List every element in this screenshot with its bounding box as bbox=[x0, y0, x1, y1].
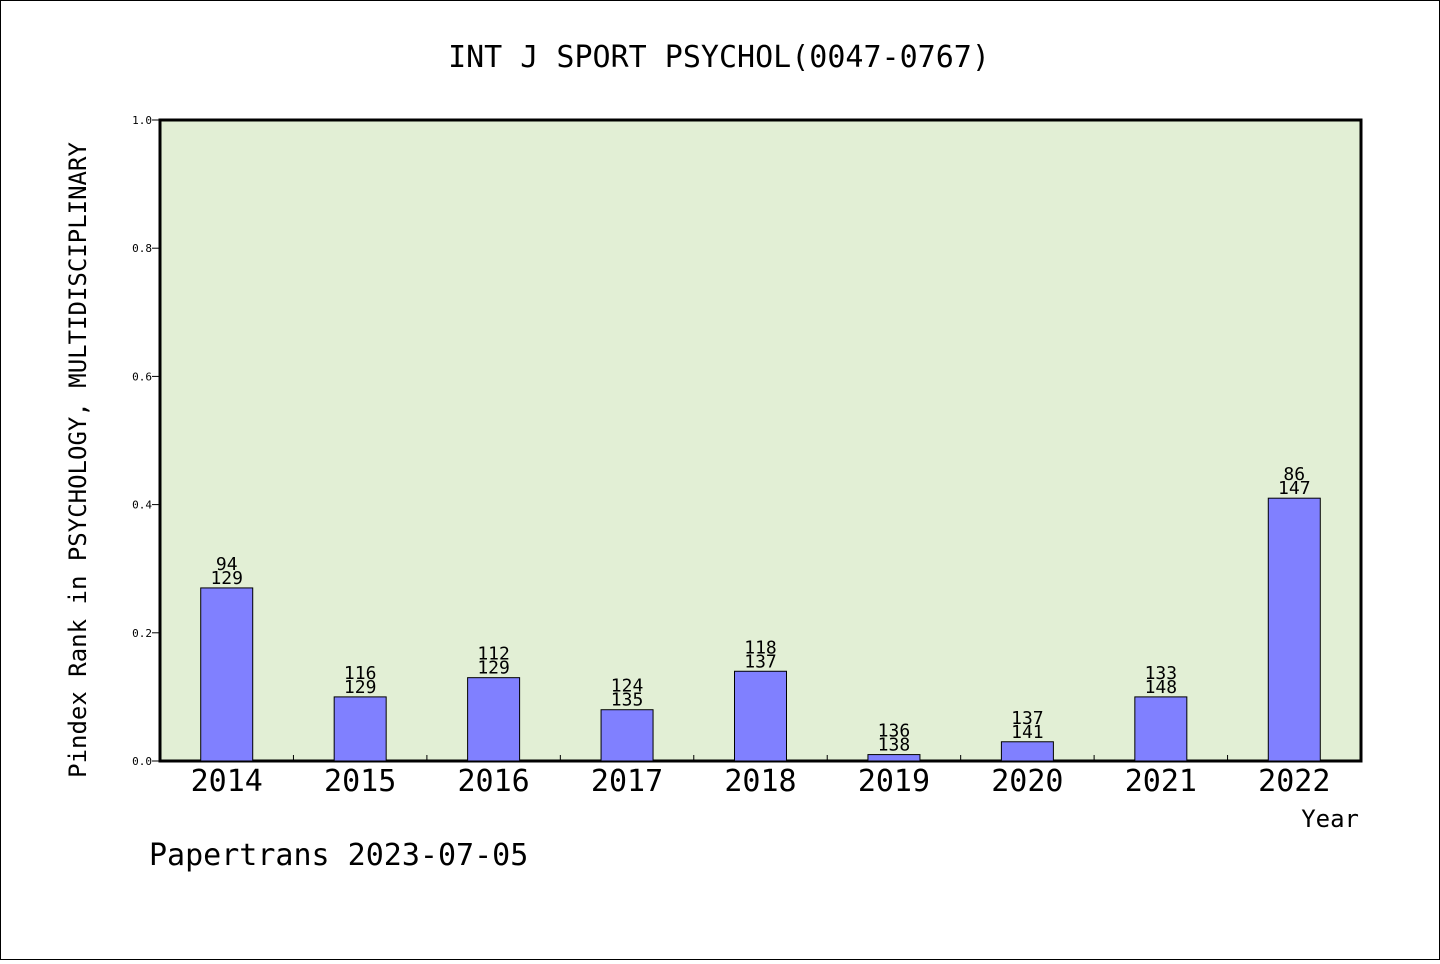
bar-total-label: 129 bbox=[477, 658, 510, 679]
bar-total-label: 129 bbox=[344, 677, 377, 698]
bar-total-label: 148 bbox=[1145, 677, 1178, 698]
x-axis-label: Year bbox=[1301, 805, 1359, 833]
bar-2014 bbox=[200, 587, 254, 762]
bar-2022 bbox=[1267, 497, 1321, 762]
x-tick-label: 2016 bbox=[457, 764, 529, 799]
bar-2017 bbox=[600, 709, 654, 762]
chart-title: INT J SPORT PSYCHOL(0047-0767) bbox=[448, 40, 990, 75]
bar-rank-label: 118 bbox=[744, 637, 777, 658]
x-tick-label: 2015 bbox=[324, 764, 396, 799]
bar-total-label: 138 bbox=[878, 735, 911, 756]
bar-rank-label: 94 bbox=[216, 554, 238, 575]
bar-2020 bbox=[1000, 741, 1054, 762]
x-tick-label: 2019 bbox=[858, 764, 930, 799]
x-tick-label: 2020 bbox=[991, 764, 1063, 799]
bar-total-label: 135 bbox=[611, 690, 644, 711]
bar-total-label: 141 bbox=[1011, 722, 1044, 743]
x-axis-ticks: 2014 2015 2016 2017 2018 2019 2020 2021 2022 bbox=[191, 755, 1330, 799]
footer-text: Papertrans 2023-07-05 bbox=[149, 838, 528, 873]
y-axis-ticks: 0.0 0.2 0.4 0.6 0.8 1.0 bbox=[132, 114, 160, 768]
bar-2016 bbox=[467, 677, 521, 762]
x-tick-label: 2021 bbox=[1125, 764, 1197, 799]
bar-rank-label: 137 bbox=[1011, 708, 1044, 729]
x-tick-label: 2018 bbox=[724, 764, 796, 799]
bar-2015 bbox=[333, 696, 387, 762]
bars bbox=[200, 497, 1321, 762]
y-tick-label: 0.8 bbox=[132, 242, 152, 255]
bar-total-label: 147 bbox=[1278, 478, 1311, 499]
y-axis-label: Pindex Rank in PSYCHOLOGY, MULTIDISCIPLI… bbox=[64, 142, 92, 778]
x-tick-label: 2017 bbox=[591, 764, 663, 799]
bar-rank-label: 112 bbox=[477, 644, 510, 665]
y-tick-label: 0.2 bbox=[132, 627, 152, 640]
x-tick-label: 2022 bbox=[1258, 764, 1330, 799]
y-tick-label: 0.6 bbox=[132, 370, 152, 383]
bar-2021 bbox=[1134, 696, 1188, 762]
bar-rank-label: 124 bbox=[611, 676, 644, 697]
bar-2018 bbox=[734, 670, 787, 762]
y-tick-label: 0.4 bbox=[132, 499, 152, 512]
y-tick-label: 0.0 bbox=[132, 755, 152, 768]
bar-rank-label: 136 bbox=[878, 721, 911, 742]
bar-rank-label: 116 bbox=[344, 663, 377, 684]
bar-total-label: 129 bbox=[210, 568, 243, 589]
bar-2019 bbox=[867, 754, 921, 762]
bar-labels: 9412911612911212912413511813713613813714… bbox=[210, 464, 1310, 755]
bar-rank-label: 133 bbox=[1145, 663, 1178, 684]
bar-rank-label: 86 bbox=[1283, 464, 1305, 485]
y-tick-label: 1.0 bbox=[132, 114, 152, 127]
x-tick-label: 2014 bbox=[191, 764, 263, 799]
plot-area bbox=[158, 118, 1363, 763]
bar-total-label: 137 bbox=[744, 651, 777, 672]
